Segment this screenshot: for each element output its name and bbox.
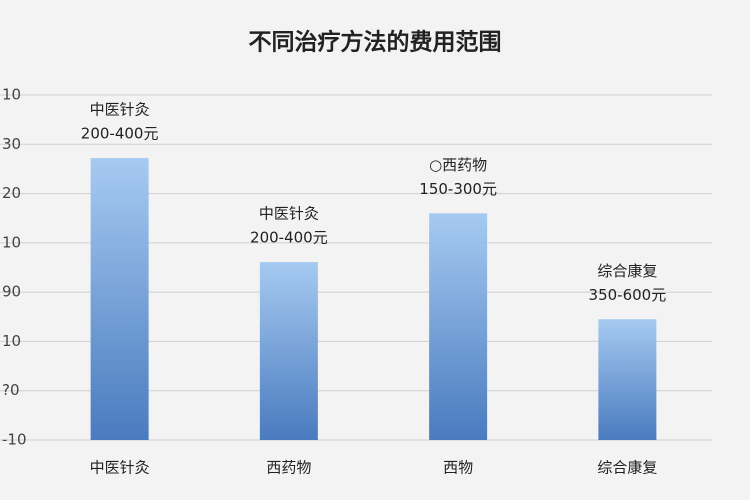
- y-tick-label: 10: [2, 233, 21, 251]
- y-tick-label: ?0: [2, 381, 20, 399]
- annotation: 200-400元: [81, 125, 159, 143]
- y-tick-label: 10: [2, 332, 21, 350]
- x-tick-label: 综合康复: [597, 459, 657, 477]
- chart-title: 不同治疗方法的费用范围: [249, 29, 502, 56]
- annotation: ○西药物: [429, 156, 487, 174]
- annotation: 中医针灸: [259, 205, 319, 223]
- x-tick-label: 西物: [443, 459, 473, 477]
- bar: [259, 262, 318, 440]
- y-tick-label: 90: [2, 283, 21, 301]
- bar: [598, 319, 657, 440]
- annotation: 350-600元: [589, 286, 667, 304]
- y-tick-label: 30: [2, 135, 21, 153]
- annotation: 综合康复: [597, 262, 657, 280]
- x-tick-label: 西药物: [266, 459, 311, 477]
- bar: [429, 213, 488, 440]
- annotation: 150-300元: [419, 180, 497, 198]
- bar: [90, 158, 149, 441]
- annotation: 200-400元: [250, 229, 328, 247]
- y-tick-label: -10: [2, 431, 27, 449]
- x-tick-label: 中医针灸: [90, 459, 150, 477]
- y-tick-label: 20: [2, 184, 21, 202]
- annotation: 中医针灸: [90, 101, 150, 119]
- y-tick-label: 10: [2, 86, 21, 104]
